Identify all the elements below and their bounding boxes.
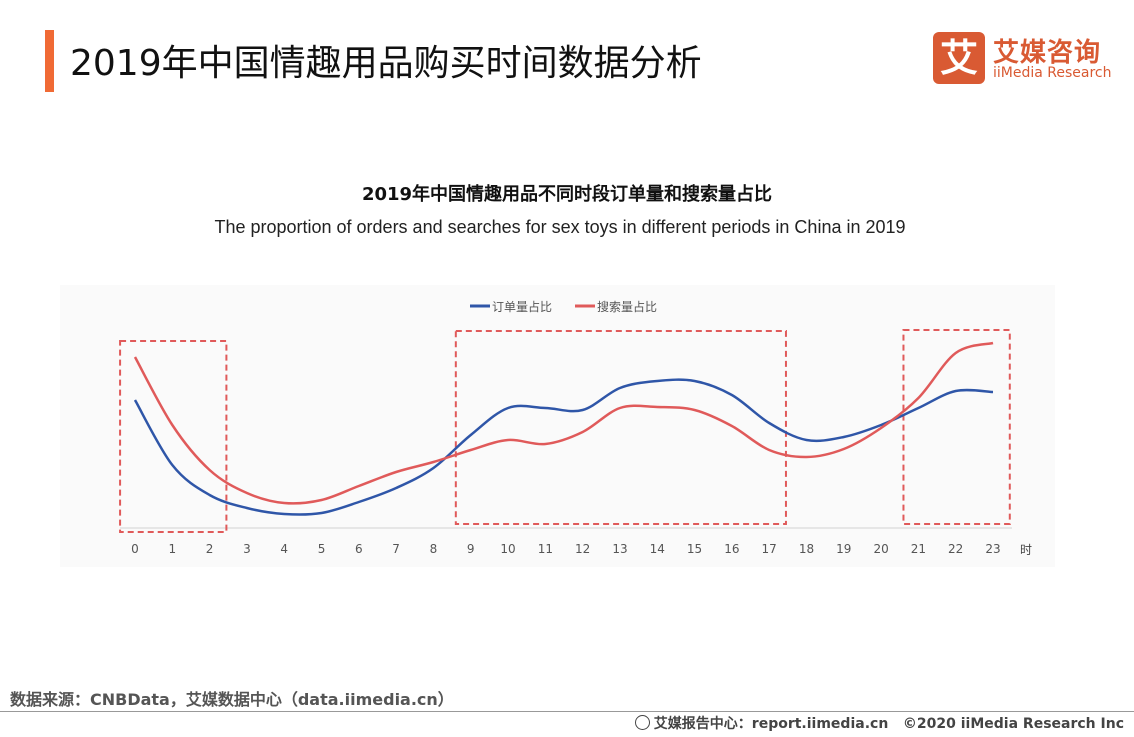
footer-site: 艾媒报告中心：report.iimedia.cn (653, 716, 889, 732)
title-accent-bar (45, 30, 54, 92)
x-tick-label: 15 (687, 542, 702, 556)
chart-subtitle: The proportion of orders and searches fo… (214, 217, 906, 237)
chart-title: 2019年中国情趣用品不同时段订单量和搜索量占比 (361, 184, 773, 205)
legend-label-searches: 搜索量占比 (597, 299, 657, 314)
logo-en-text: iiMedia Research (993, 65, 1112, 81)
x-tick-label: 22 (948, 542, 963, 556)
highlight-box (454, 330, 787, 525)
series-line-searches (133, 341, 994, 505)
x-tick-label: 3 (243, 542, 251, 556)
x-tick-label: 21 (911, 542, 926, 556)
x-tick-label: 2 (206, 542, 214, 556)
legend-label-orders: 订单量占比 (492, 299, 552, 314)
x-tick-label: 11 (538, 542, 553, 556)
footer-divider (0, 711, 1134, 712)
footer-copyright: ©2020 iiMedia Research Inc (902, 716, 1124, 732)
logo-cn-text: 艾媒咨询 (993, 38, 1102, 68)
x-tick-label: 13 (612, 542, 627, 556)
x-tick-label: 19 (836, 542, 851, 556)
x-tick-label: 1 (168, 542, 176, 556)
legend: 订单量占比 搜索量占比 (470, 299, 657, 314)
data-source: 数据来源：CNBData，艾媒数据中心（data.iimedia.cn） (10, 690, 454, 709)
x-tick-label: 5 (318, 542, 326, 556)
globe-icon (634, 715, 650, 730)
highlight-box (902, 329, 1011, 525)
x-tick-label: 6 (355, 542, 363, 556)
series-line-orders (133, 378, 994, 516)
footer: 艾媒报告中心：report.iimedia.cn ©2020 iiMedia R… (634, 713, 1124, 733)
x-tick-label: 0 (131, 542, 139, 556)
page-title: 2019年中国情趣用品购买时间数据分析 (70, 43, 702, 84)
highlight-box (119, 340, 228, 533)
x-tick-label: 12 (575, 542, 590, 556)
iimedia-logo: 艾 艾媒咨询 iiMedia Research (933, 32, 1113, 86)
x-tick-label: 16 (724, 542, 739, 556)
x-tick-label: 9 (467, 542, 475, 556)
x-axis-unit: 时 (1020, 543, 1032, 557)
x-tick-label: 18 (799, 542, 814, 556)
x-tick-label: 10 (500, 542, 515, 556)
logo-mark: 艾 (933, 32, 985, 84)
x-tick-label: 20 (873, 542, 888, 556)
x-tick-label: 8 (430, 542, 438, 556)
x-tick-label: 17 (762, 542, 777, 556)
x-tick-label: 4 (280, 542, 288, 556)
x-tick-label: 14 (650, 542, 665, 556)
x-tick-label: 23 (985, 542, 1000, 556)
x-tick-label: 7 (392, 542, 400, 556)
